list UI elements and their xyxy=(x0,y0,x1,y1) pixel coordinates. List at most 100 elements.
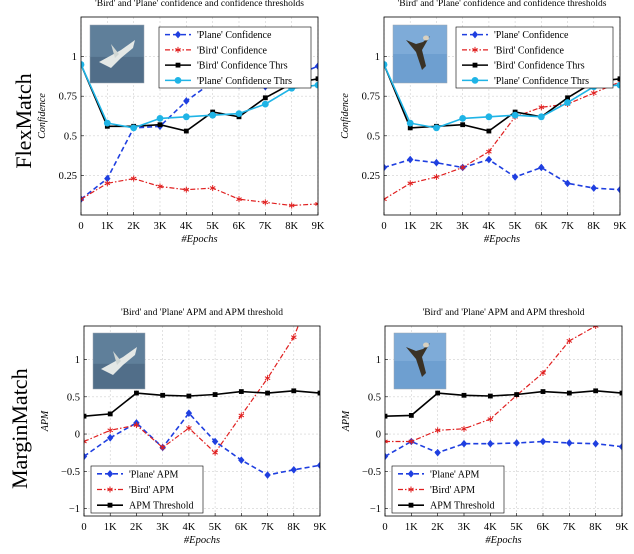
legend-label: 'Plane' APM xyxy=(430,469,480,480)
data-point-bird xyxy=(459,164,466,171)
data-point-plane xyxy=(564,179,571,188)
y-tick-label: 0.25 xyxy=(59,171,77,182)
data-point-bird xyxy=(384,196,387,203)
plot-frame xyxy=(80,16,319,216)
legend-label: 'Bird' Confidence xyxy=(494,45,565,56)
data-point-threshold xyxy=(435,390,441,396)
data-point-threshold xyxy=(262,95,268,101)
legend-label: 'Plane' Confidence xyxy=(494,30,569,41)
y-axis-label: Confidence xyxy=(340,93,351,139)
data-point-bird xyxy=(157,183,163,190)
data-point-plane xyxy=(314,62,318,70)
data-point-plane xyxy=(81,195,85,203)
data-point-threshold xyxy=(315,76,318,82)
data-point-plane xyxy=(211,437,219,446)
data-point-bird xyxy=(385,438,388,445)
data-point-threshold xyxy=(619,390,622,396)
data-point-bird xyxy=(461,425,467,432)
legend-label: 'Bird' Confidence xyxy=(197,45,268,56)
x-tick-label: 6K xyxy=(233,221,246,232)
x-tick-label: 8K xyxy=(589,522,602,533)
data-point-plane xyxy=(384,163,388,172)
plot-frame xyxy=(383,16,621,216)
legend-marker-plane xyxy=(106,470,114,478)
data-point-plane_threshold xyxy=(156,114,164,122)
data-point-plane_threshold xyxy=(616,81,620,89)
y-tick-label: 0 xyxy=(376,430,381,441)
data-point-plane xyxy=(385,452,389,461)
data-point-threshold xyxy=(486,128,492,134)
x-tick-label: 4K xyxy=(182,522,195,533)
data-point-bird xyxy=(262,199,269,206)
plane-photo xyxy=(92,332,146,390)
x-tick-label: 5K xyxy=(206,221,219,232)
y-tick-label: 0.25 xyxy=(362,171,380,182)
series-line-plane xyxy=(84,411,320,476)
chart-panel-3: 'Bird' and 'Plane' APM and APM threshold… xyxy=(40,267,327,546)
x-tick-label: 7K xyxy=(561,221,574,232)
legend-label: 'Plane' APM xyxy=(129,469,179,480)
legend-marker-plane_threshold xyxy=(174,76,182,84)
data-point-plane xyxy=(590,184,597,192)
chart-panel-2: 'Bird' and 'Plane' confidence and confid… xyxy=(340,0,627,245)
data-point-bird xyxy=(317,267,322,273)
series-line-bird xyxy=(384,81,620,200)
data-point-threshold xyxy=(238,389,244,394)
data-point-bird xyxy=(183,186,190,193)
data-point-bird xyxy=(434,427,441,434)
data-point-threshold xyxy=(317,390,320,396)
series-line-plane xyxy=(385,440,622,458)
chart-panel-1: 'Bird' and 'Plane' confidence and confid… xyxy=(37,0,325,245)
data-point-threshold xyxy=(617,76,620,82)
y-tick-label: 0.75 xyxy=(362,92,380,103)
data-point-bird xyxy=(186,425,192,432)
data-point-plane xyxy=(511,173,519,181)
legend: 'Plane' APM 'Bird' APM APM Threshold xyxy=(90,465,204,514)
data-point-threshold xyxy=(461,392,467,398)
data-point-threshold xyxy=(407,125,413,131)
x-tick-label: 8K xyxy=(285,221,298,232)
x-tick-label: 0 xyxy=(78,221,83,232)
legend-marker-threshold xyxy=(408,502,414,508)
x-tick-label: 3K xyxy=(156,522,169,533)
data-point-plane xyxy=(183,97,190,105)
legend-marker-bird xyxy=(107,486,113,493)
x-tick-label: 9K xyxy=(314,522,327,533)
data-point-bird xyxy=(315,200,318,207)
data-point-plane xyxy=(104,174,111,183)
data-point-plane xyxy=(107,433,114,442)
data-point-bird xyxy=(133,422,140,429)
chart-title: 'Bird' and 'Plane' APM and APM threshold xyxy=(121,308,283,318)
data-point-threshold xyxy=(134,390,139,396)
data-point-threshold xyxy=(593,388,599,394)
data-point-bird xyxy=(592,326,599,329)
y-tick-label: 0.5 xyxy=(67,392,80,403)
data-point-bird xyxy=(84,438,87,445)
x-tick-label: 4K xyxy=(180,221,193,232)
data-point-bird xyxy=(290,334,297,341)
x-tick-label: 2K xyxy=(127,221,140,232)
data-point-bird xyxy=(159,444,166,451)
data-point-plane xyxy=(185,409,193,417)
legend-marker-bird xyxy=(472,46,478,53)
data-point-plane_threshold xyxy=(384,61,388,68)
y-tick-label: 1 xyxy=(375,52,380,63)
data-point-threshold xyxy=(291,388,297,394)
legend-label: 'Bird' APM xyxy=(129,485,174,496)
data-point-bird xyxy=(264,375,271,382)
data-point-plane_threshold xyxy=(209,111,217,119)
x-tick-label: 3K xyxy=(458,522,471,533)
data-point-plane xyxy=(316,461,320,470)
legend-marker-plane xyxy=(174,30,182,39)
legend-label: 'Bird' Confidence Thrs xyxy=(494,61,585,72)
legend-marker-plane_threshold xyxy=(471,76,479,84)
data-point-plane xyxy=(433,158,440,167)
x-tick-label: 2K xyxy=(430,221,443,232)
data-point-plane xyxy=(538,163,545,172)
data-point-bird xyxy=(209,185,216,192)
bird-photo xyxy=(393,332,447,390)
data-point-bird xyxy=(107,427,114,434)
chart-panel-4: 'Bird' and 'Plane' APM and APM threshold… xyxy=(341,308,629,546)
data-point-bird xyxy=(81,196,84,203)
legend-label: 'Plane' Confidence xyxy=(197,30,272,41)
